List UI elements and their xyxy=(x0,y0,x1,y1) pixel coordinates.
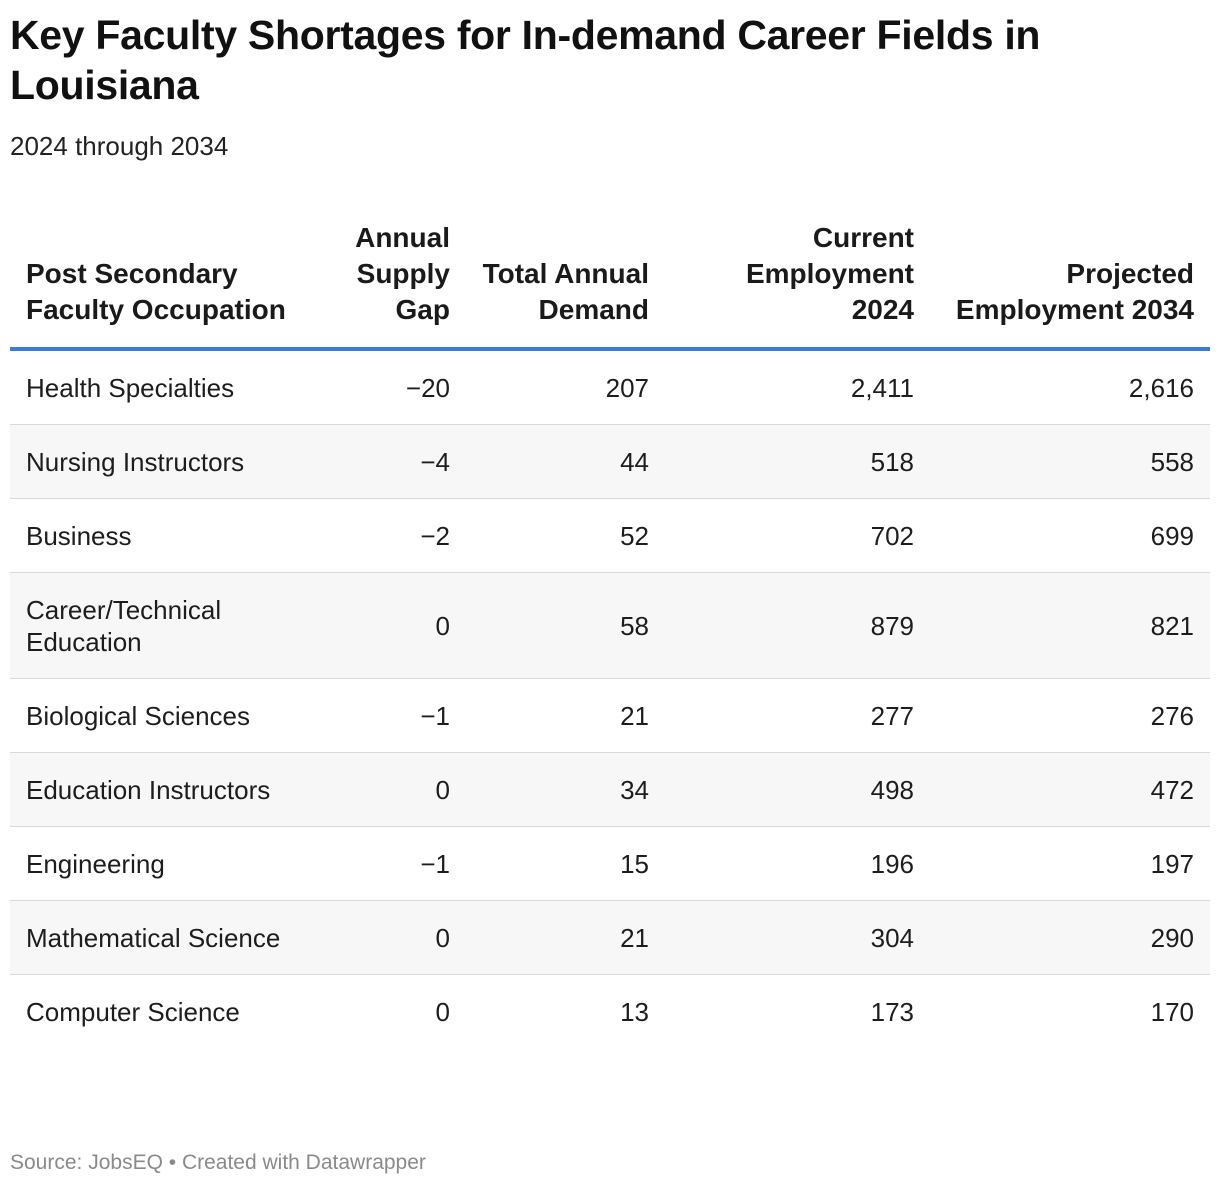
cell-total-annual-demand: 58 xyxy=(466,572,665,679)
cell-annual-supply-gap: −2 xyxy=(326,498,466,573)
cell-current-employment-2024: 277 xyxy=(665,678,930,753)
table-row: Business −2 52 702 699 xyxy=(10,498,1210,573)
cell-annual-supply-gap: 0 xyxy=(326,572,466,679)
cell-annual-supply-gap: 0 xyxy=(435,996,450,1027)
cell-current-employment-2024: 304 xyxy=(665,900,930,975)
cell-annual-supply-gap: −1 xyxy=(326,678,466,753)
cell-projected-employment-2034: 472 xyxy=(930,752,1210,827)
cell-projected-employment-2034: 170 xyxy=(1150,996,1194,1027)
cell-total-annual-demand: 207 xyxy=(466,349,665,425)
cell-projected-employment-2034: 2,616 xyxy=(930,349,1210,425)
cell-total-annual-demand: 15 xyxy=(466,826,665,901)
column-header-occupation[interactable]: Post Secondary Faculty Occupation xyxy=(10,216,326,351)
cell-total-annual-demand: 21 xyxy=(466,900,665,975)
cell-annual-supply-gap: −1 xyxy=(326,826,466,901)
footer-separator: • xyxy=(168,1151,177,1174)
cell-occupation: Nursing Instructors xyxy=(10,424,326,499)
cell-current-employment-2024: 196 xyxy=(665,826,930,901)
cell-current-employment-2024: 879 xyxy=(665,572,930,679)
cell-occupation: Biological Sciences xyxy=(10,678,326,753)
datawrapper-credit: Created with Datawrapper xyxy=(181,1151,426,1174)
column-header-current-employment-2024[interactable]: Current Employment 2024 xyxy=(665,216,930,351)
table-row: Education Instructors 0 34 498 472 xyxy=(10,752,1210,827)
cell-current-employment-2024: 2,411 xyxy=(665,349,930,425)
cell-projected-employment-2034: 197 xyxy=(930,826,1210,901)
cell-occupation: Career/Technical Education xyxy=(10,572,326,679)
cell-occupation: Business xyxy=(10,498,326,573)
column-header-annual-supply-gap[interactable]: Annual Supply Gap xyxy=(326,216,466,351)
faculty-shortage-table: Post Secondary Faculty Occupation Annual… xyxy=(10,216,1210,1048)
cell-occupation: Health Specialties xyxy=(10,349,326,425)
table-row: Engineering −1 15 196 197 xyxy=(10,826,1210,901)
table-row: Nursing Instructors −4 44 518 558 xyxy=(10,424,1210,499)
cell-current-employment-2024: 173 xyxy=(870,996,914,1027)
header-row: Post Secondary Faculty Occupation Annual… xyxy=(10,216,1210,351)
cell-projected-employment-2034: 290 xyxy=(930,900,1210,975)
source-label: Source: JobsEQ xyxy=(10,1151,163,1174)
cell-occupation: Education Instructors xyxy=(10,752,326,827)
cell-occupation: Engineering xyxy=(10,826,326,901)
table-row: Computer Science 0 13 173 170 xyxy=(10,975,1210,1049)
table-row: Health Specialties −20 207 2,411 2,616 xyxy=(10,349,1210,425)
table-row: Career/Technical Education 0 58 879 821 xyxy=(10,572,1210,679)
cell-current-employment-2024: 702 xyxy=(665,498,930,573)
cell-total-annual-demand: 13 xyxy=(620,996,649,1027)
cell-annual-supply-gap: −20 xyxy=(326,349,466,425)
cell-projected-employment-2034: 276 xyxy=(930,678,1210,753)
chart-title: Key Faculty Shortages for In-demand Care… xyxy=(10,12,1041,108)
chart-subtitle: 2024 through 2034 xyxy=(10,131,229,161)
table-row: Mathematical Science 0 21 304 290 xyxy=(10,900,1210,975)
column-header-projected-employment-2034[interactable]: Projected Employment 2034 xyxy=(930,216,1210,351)
column-header-total-annual-demand[interactable]: Total Annual Demand xyxy=(466,216,665,351)
cell-annual-supply-gap: 0 xyxy=(326,752,466,827)
cell-total-annual-demand: 44 xyxy=(466,424,665,499)
table-body: Health Specialties −20 207 2,411 2,616 Nursin… xyxy=(10,349,1210,1048)
cell-annual-supply-gap: −4 xyxy=(326,424,466,499)
table-header: Post Secondary Faculty Occupation Annual… xyxy=(10,216,1210,351)
table-row: Biological Sciences −1 21 277 276 xyxy=(10,678,1210,753)
source-footer: Source: JobsEQ • Created with Datawrappe… xyxy=(10,1149,426,1177)
cell-annual-supply-gap: 0 xyxy=(326,900,466,975)
cell-projected-employment-2034: 699 xyxy=(930,498,1210,573)
cell-occupation: Mathematical Science xyxy=(10,900,326,975)
cell-projected-employment-2034: 821 xyxy=(930,572,1210,679)
cell-current-employment-2024: 518 xyxy=(665,424,930,499)
cell-projected-employment-2034: 558 xyxy=(930,424,1210,499)
cell-current-employment-2024: 498 xyxy=(665,752,930,827)
cell-total-annual-demand: 21 xyxy=(466,678,665,753)
cell-total-annual-demand: 34 xyxy=(466,752,665,827)
cell-total-annual-demand: 52 xyxy=(466,498,665,573)
cell-occupation: Computer Science xyxy=(26,996,240,1027)
